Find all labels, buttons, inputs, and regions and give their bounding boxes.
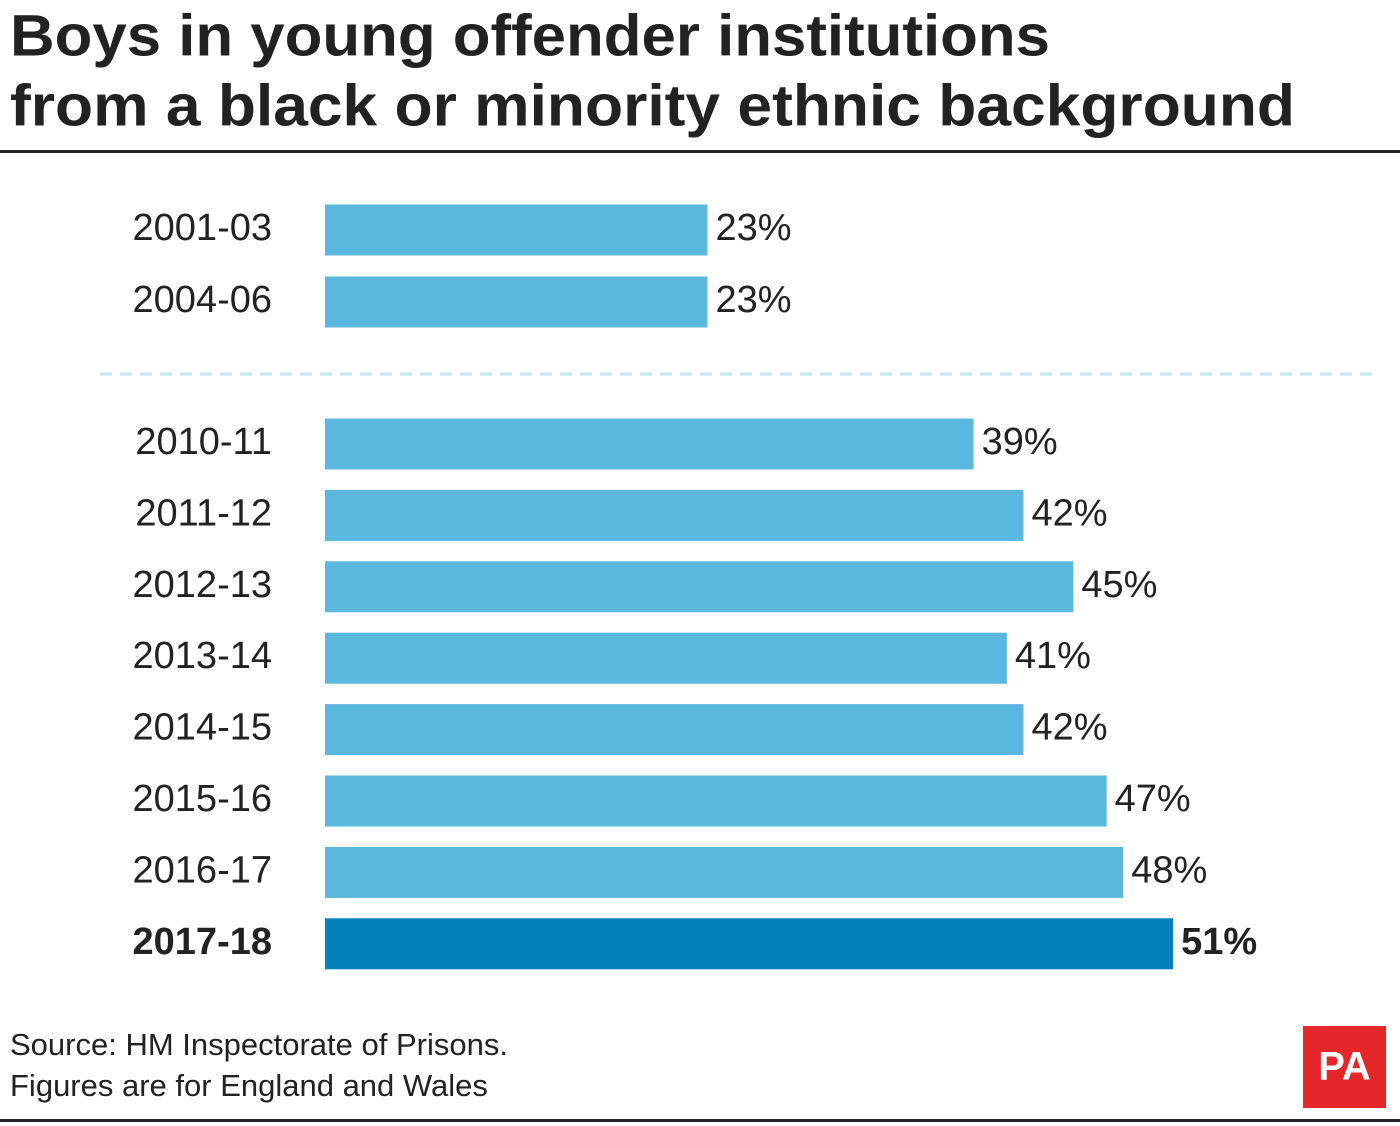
category-label: 2015-16 [133, 778, 272, 820]
bar [325, 561, 1074, 613]
logo-box [1303, 1026, 1386, 1108]
value-label: 42% [1031, 492, 1107, 534]
value-label: 23% [715, 279, 791, 321]
category-label: 2017-18 [133, 921, 272, 963]
value-label: 39% [982, 421, 1058, 463]
category-label: 2016-17 [133, 849, 272, 891]
logo: PA [1318, 1045, 1371, 1089]
category-label: 2001-03 [133, 207, 272, 249]
value-label: 45% [1081, 564, 1157, 606]
value-label: 41% [1015, 635, 1091, 677]
value-label: 42% [1031, 707, 1107, 749]
bar [325, 775, 1107, 827]
bar [325, 704, 1024, 756]
category-label: 2012-13 [133, 564, 272, 606]
category-label: 2011-12 [135, 492, 272, 534]
category-label: 2013-14 [133, 635, 272, 677]
bar [325, 204, 708, 256]
category-label: 2010-11 [135, 421, 272, 463]
bar [325, 632, 1007, 684]
chart-title: from a black or minority ethnic backgrou… [10, 73, 1295, 138]
bar [325, 276, 708, 328]
value-label: 23% [715, 207, 791, 249]
category-label: 2014-15 [133, 707, 272, 749]
chart-title: Boys in young offender institutions [10, 3, 1050, 68]
bar [325, 489, 1024, 541]
value-label: 47% [1115, 778, 1191, 820]
bar [325, 418, 974, 470]
bottom-rule [0, 1119, 1400, 1122]
source-note: Figures are for England and Wales [10, 1068, 488, 1103]
bar [325, 846, 1124, 898]
source-note: Source: HM Inspectorate of Prisons. [10, 1027, 508, 1062]
category-label: 2004-06 [133, 279, 272, 321]
title-rule [0, 150, 1400, 153]
value-label: 48% [1131, 849, 1207, 891]
bar [325, 918, 1174, 970]
value-label: 51% [1181, 921, 1257, 963]
